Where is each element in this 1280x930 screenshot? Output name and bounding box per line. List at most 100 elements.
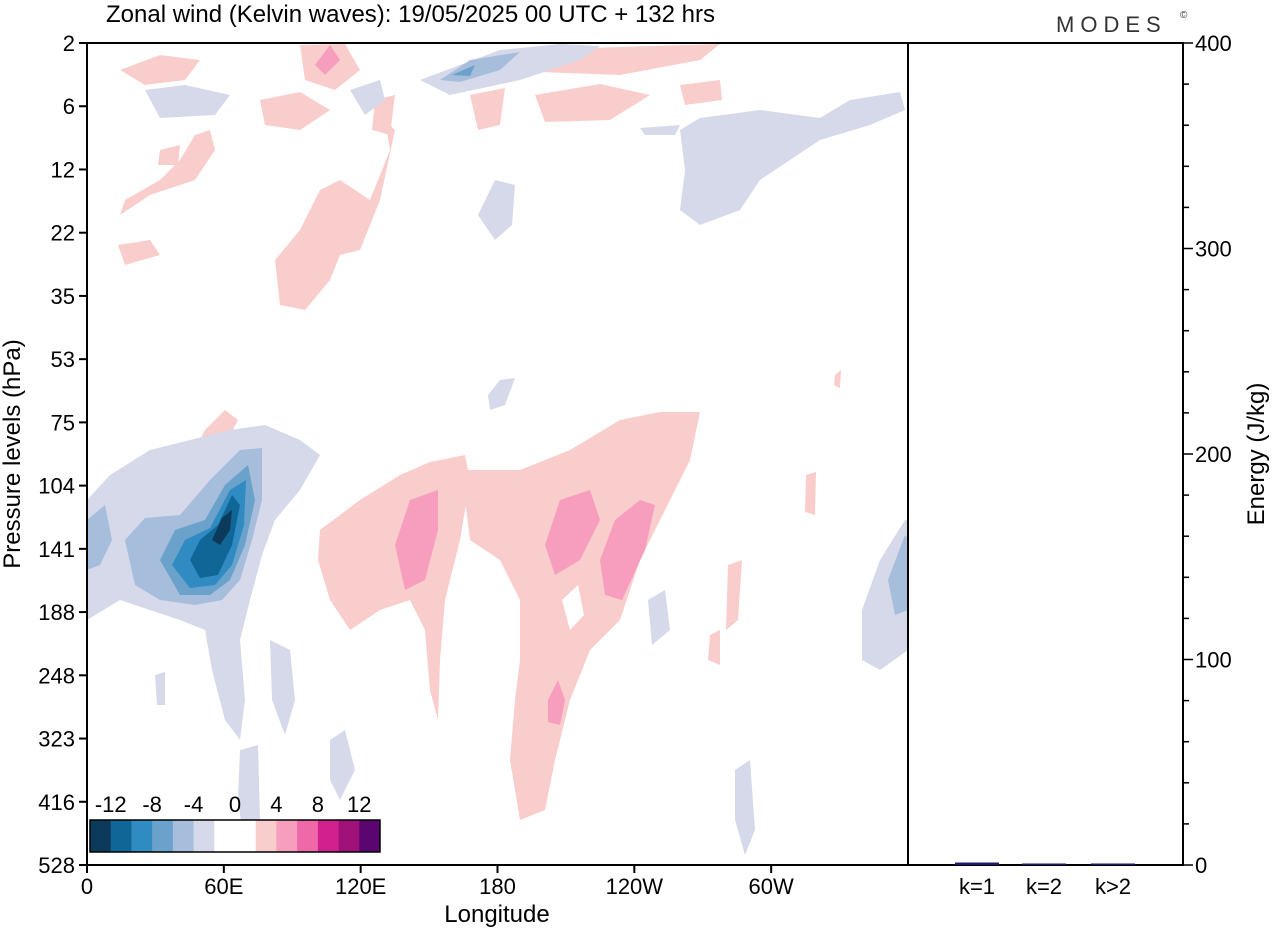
energy-category-label: k>2 — [1095, 874, 1131, 899]
x-tick-label: 120E — [335, 874, 386, 899]
positive-core — [545, 490, 600, 575]
colorbar-swatch — [276, 820, 298, 852]
negative-anomaly — [648, 590, 670, 645]
energy-axis: 0 100 200 300 400 — [1183, 31, 1232, 878]
negative-core — [452, 65, 475, 76]
colorbar-label: 8 — [312, 792, 324, 817]
negative-core — [888, 535, 908, 615]
negative-anomaly — [478, 180, 515, 240]
y-tick-label: 416 — [38, 790, 75, 815]
y-tick-label: 188 — [38, 600, 75, 625]
colorbar-swatch — [90, 820, 112, 852]
positive-core — [395, 490, 438, 590]
colorbar-swatch — [193, 820, 215, 852]
y-axis-label: Pressure levels (hPa) — [0, 339, 26, 568]
colorbar-swatch — [338, 820, 360, 852]
colorbar-swatch — [131, 820, 153, 852]
y-tick-label: 104 — [38, 474, 75, 499]
y-tick-label: 528 — [38, 853, 75, 878]
y-tick-label: 53 — [51, 347, 75, 372]
negative-core — [212, 510, 232, 545]
colorbar-label: 0 — [229, 792, 241, 817]
y-tick-label: 2 — [63, 31, 75, 56]
colorbar-swatch — [172, 820, 195, 852]
positive-anomaly — [708, 630, 720, 665]
positive-anomaly — [318, 455, 470, 720]
colorbar-swatch — [235, 820, 257, 852]
x-tick-label: 180 — [479, 874, 516, 899]
y-tick-label: 22 — [51, 221, 75, 246]
energy-bars: k=1 k=2 k>2 — [955, 862, 1135, 899]
positive-anomaly — [562, 585, 584, 630]
negative-anomaly — [270, 640, 295, 735]
colorbar-label: 12 — [347, 792, 371, 817]
colorbar-label: -12 — [95, 792, 127, 817]
x-axis-label: Longitude — [444, 901, 549, 928]
energy-bar — [955, 862, 999, 865]
positive-anomaly — [118, 240, 160, 265]
colorbar-label: -4 — [184, 792, 204, 817]
positive-anomaly — [470, 88, 505, 130]
chart-title: Zonal wind (Kelvin waves): 19/05/2025 00… — [106, 1, 715, 28]
y-tick-label: 323 — [38, 727, 75, 752]
y-tick-label: 248 — [38, 663, 75, 688]
positive-anomaly — [535, 84, 650, 122]
modes-logo: MODES — [1056, 12, 1167, 37]
y-tick-label: 6 — [63, 94, 75, 119]
energy-tick-label: 400 — [1195, 31, 1232, 56]
positive-anomaly — [834, 370, 841, 388]
negative-anomaly — [680, 92, 905, 225]
y-tick-label: 141 — [38, 537, 75, 562]
x-tick-label: 60W — [749, 874, 794, 899]
energy-tick-label: 100 — [1195, 648, 1232, 673]
energy-bar — [1022, 863, 1066, 865]
colorbar-label: -8 — [142, 792, 162, 817]
positive-anomaly — [260, 92, 330, 130]
energy-category-label: k=2 — [1026, 874, 1062, 899]
pressure-axis: 2 6 12 22 35 53 75 104 141 188 248 323 416 528 — [38, 31, 87, 878]
energy-tick-label: 300 — [1195, 237, 1232, 262]
y-tick-label: 75 — [51, 410, 75, 435]
y-tick-label: 12 — [51, 157, 75, 182]
positive-core — [600, 500, 655, 600]
colorbar-swatch — [152, 820, 174, 852]
y-tick-label: 35 — [51, 284, 75, 309]
negative-anomaly — [420, 44, 600, 95]
colorbar-swatch — [110, 820, 132, 852]
positive-anomaly — [805, 472, 816, 515]
negative-core — [87, 505, 112, 570]
positive-anomaly — [158, 145, 180, 165]
energy-category-label: k=1 — [959, 874, 995, 899]
longitude-axis: 0 60E 120E 180 120W 60W — [81, 865, 794, 899]
energy-tick-label: 200 — [1195, 442, 1232, 467]
negative-anomaly — [488, 378, 515, 410]
negative-anomaly — [155, 672, 165, 705]
colorbar-swatch — [317, 820, 340, 852]
positive-anomaly — [275, 120, 395, 310]
negative-anomaly — [735, 760, 755, 855]
colorbar-swatch — [297, 820, 319, 852]
energy-bar — [1091, 863, 1135, 865]
colorbar-swatch — [359, 820, 381, 852]
energy-axis-label: Energy (J/kg) — [1243, 383, 1270, 526]
positive-anomaly — [726, 560, 742, 630]
colorbar-swatch — [255, 820, 277, 852]
colorbar-label: 4 — [270, 792, 282, 817]
x-tick-label: 60E — [204, 874, 243, 899]
negative-anomaly — [330, 730, 355, 800]
energy-tick-label: 0 — [1195, 853, 1207, 878]
x-tick-label: 0 — [81, 874, 93, 899]
negative-anomaly — [350, 80, 385, 115]
negative-anomaly — [640, 125, 680, 135]
energy-panel-frame — [907, 42, 1184, 866]
colorbar-frame — [89, 819, 381, 853]
negative-anomaly — [145, 85, 230, 118]
colorbar: -12 -8 -4 0 4 8 12 — [89, 792, 381, 853]
positive-core — [315, 45, 340, 75]
logo-mark: © — [1180, 10, 1188, 21]
positive-anomaly — [120, 130, 215, 215]
x-tick-label: 120W — [606, 874, 664, 899]
positive-anomaly — [680, 80, 722, 105]
positive-core — [548, 680, 565, 725]
